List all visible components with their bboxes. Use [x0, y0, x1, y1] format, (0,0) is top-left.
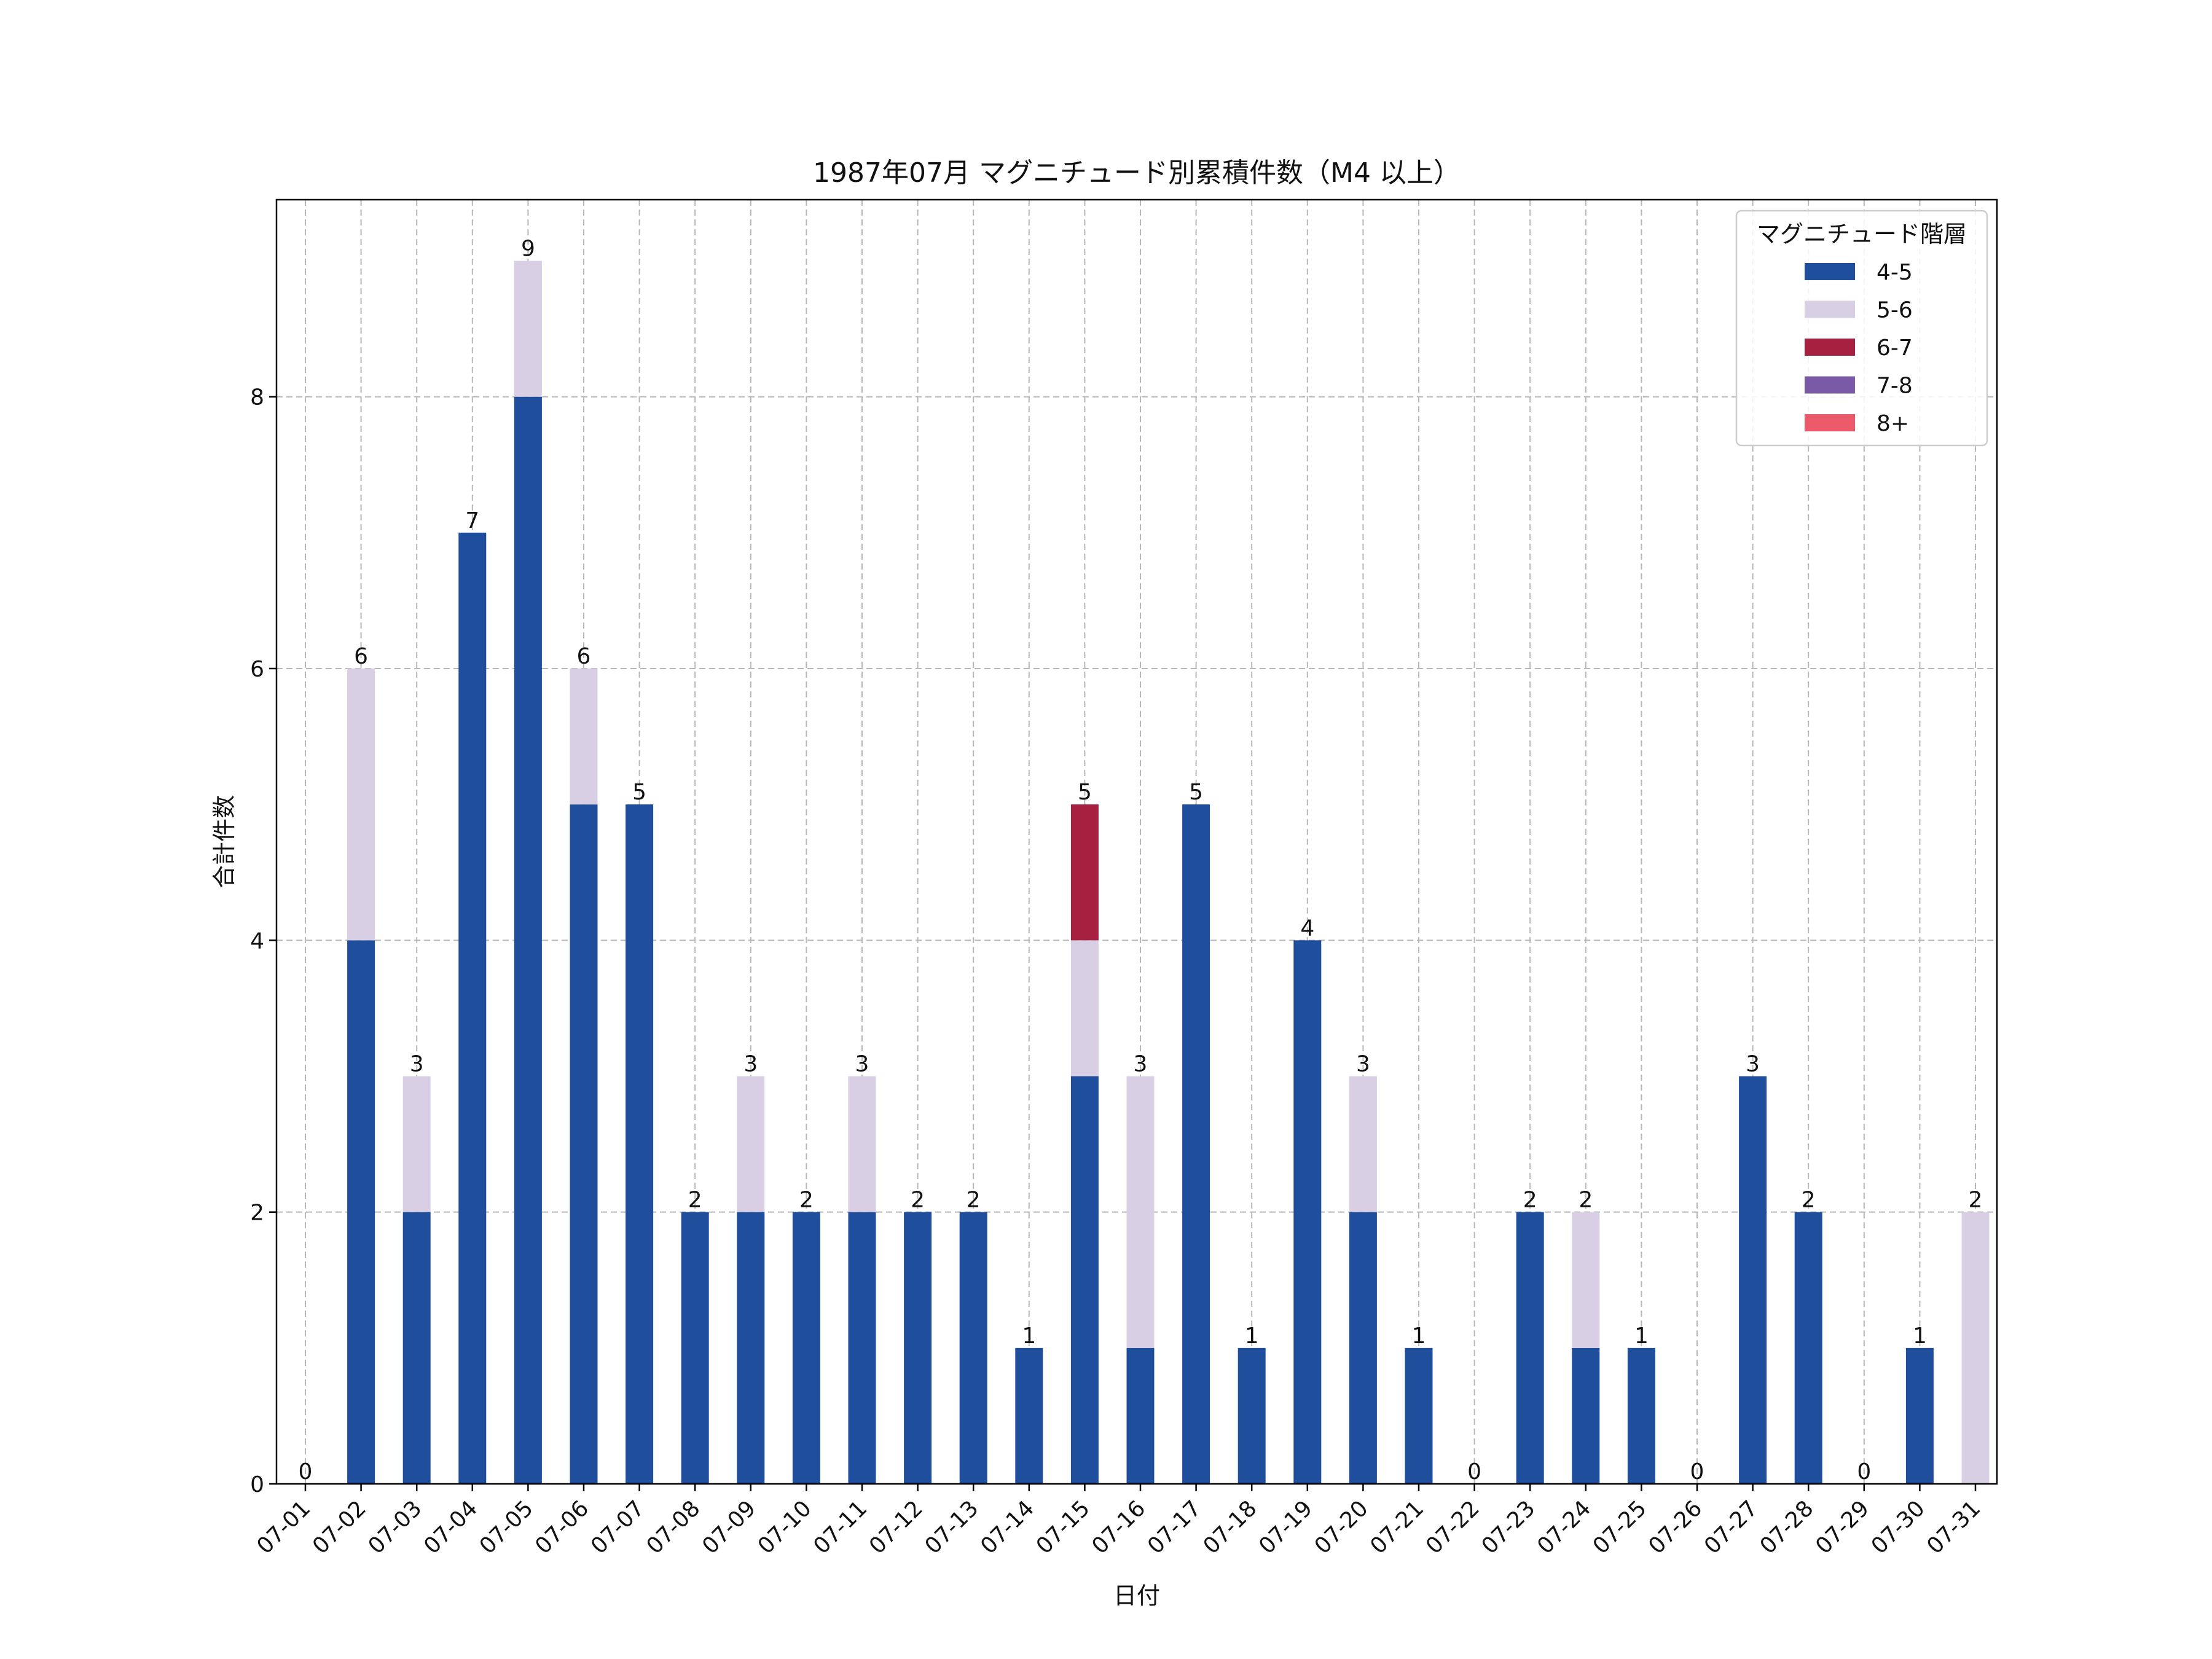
bar-segment — [402, 1212, 431, 1484]
data-labels: 0 6 3 7 9 6 5 2 3 2 3 2 2 1 5 3 5 1 4 3 1 0 2 2 1 0 3 2 0 1 2 — [299, 237, 1983, 1484]
bar-total-label: 1 — [1913, 1324, 1927, 1349]
bar-segment — [1572, 1212, 1600, 1348]
bar-total-label: 4 — [1300, 916, 1314, 941]
legend-swatch — [1805, 376, 1855, 394]
bar-segment — [1349, 1076, 1377, 1212]
bar-segment — [347, 669, 375, 941]
bar-total-label: 2 — [911, 1188, 925, 1213]
y-tick-label: 2 — [250, 1201, 264, 1226]
legend-label: 6-7 — [1877, 335, 1913, 361]
bar-segment — [402, 1076, 431, 1212]
bar-total-label: 5 — [1078, 780, 1092, 805]
bar-total-label: 5 — [1189, 780, 1203, 805]
bar-segment — [1070, 1076, 1099, 1484]
bar-total-label: 2 — [1969, 1188, 1983, 1213]
bar-segment — [1126, 1347, 1155, 1484]
bar-total-label: 1 — [1634, 1324, 1649, 1349]
legend: マグニチュード階層 4-5 5-6 6-7 7-8 8+ — [1735, 210, 1988, 447]
bar-segment — [959, 1212, 987, 1484]
bar-total-label: 2 — [799, 1188, 814, 1213]
bar-total-label: 6 — [577, 644, 591, 669]
bar-segment — [848, 1076, 876, 1212]
bar-total-label: 6 — [354, 644, 368, 669]
bar-total-label: 1 — [1245, 1324, 1259, 1349]
bar-total-label: 3 — [1746, 1052, 1760, 1077]
bar-segment — [792, 1212, 820, 1484]
bar-segment — [681, 1212, 709, 1484]
plot-frame — [275, 198, 1998, 1485]
legend-label: 4-5 — [1877, 260, 1913, 285]
bar-segment — [848, 1212, 876, 1484]
bar-segment — [1070, 804, 1099, 941]
bar-total-label: 3 — [1356, 1052, 1370, 1077]
y-axis: 0 2 4 6 8 — [250, 385, 276, 1497]
legend-swatch — [1805, 300, 1855, 318]
bar-segment — [737, 1212, 765, 1484]
y-tick-label: 0 — [250, 1472, 264, 1497]
legend-swatch — [1805, 414, 1855, 431]
bar-total-label: 5 — [632, 780, 646, 805]
legend-title: マグニチュード階層 — [1757, 221, 1967, 248]
bar-segment — [1015, 1347, 1043, 1484]
bar-total-label: 2 — [688, 1188, 702, 1213]
legend-label: 8+ — [1877, 411, 1909, 436]
bar-segment — [458, 532, 487, 1484]
bar-segment — [1961, 1212, 1990, 1484]
bar-total-label: 7 — [465, 508, 479, 533]
bar-segment — [347, 940, 375, 1484]
bars — [347, 261, 1990, 1484]
legend-swatch — [1805, 263, 1855, 280]
legend-swatch — [1805, 339, 1855, 356]
bar-segment — [626, 804, 654, 1484]
bar-segment — [570, 669, 598, 805]
bar-total-label: 0 — [1467, 1459, 1481, 1484]
bar-segment — [1627, 1347, 1655, 1484]
y-tick-label: 4 — [250, 928, 264, 954]
bar-segment — [1405, 1347, 1433, 1484]
bar-total-label: 0 — [1690, 1459, 1704, 1484]
bar-total-label: 3 — [1134, 1052, 1148, 1077]
y-tick-label: 6 — [250, 657, 264, 682]
bar-segment — [514, 396, 542, 1484]
bar-segment — [1572, 1347, 1600, 1484]
bar-total-label: 2 — [1523, 1188, 1537, 1213]
bar-segment — [1237, 1347, 1266, 1484]
bar-segment — [1182, 804, 1210, 1484]
bar-total-label: 3 — [855, 1052, 869, 1077]
x-axis-label: 日付 — [1113, 1582, 1160, 1609]
bar-segment — [737, 1076, 765, 1212]
bar-segment — [1516, 1212, 1544, 1484]
chart-title: 1987年07月 マグニチュード別累積件数（M4 以上） — [813, 157, 1461, 189]
legend-label: 7-8 — [1877, 374, 1913, 399]
bar-segment — [1126, 1076, 1155, 1348]
bar-total-label: 1 — [1022, 1324, 1036, 1349]
bar-total-label: 1 — [1412, 1324, 1426, 1349]
bar-total-label: 2 — [1802, 1188, 1816, 1213]
bar-total-label: 3 — [410, 1052, 424, 1077]
legend-label: 5-6 — [1877, 298, 1913, 323]
bar-total-label: 0 — [299, 1459, 313, 1484]
bar-segment — [1739, 1076, 1767, 1484]
bar-segment — [1070, 940, 1099, 1077]
bar-total-label: 2 — [967, 1188, 981, 1213]
bar-total-label: 0 — [1857, 1459, 1871, 1484]
legend-box — [1735, 210, 1988, 447]
bar-total-label: 9 — [521, 237, 535, 262]
bar-segment — [1905, 1347, 1934, 1484]
y-axis-label: 合計件数 — [211, 795, 238, 888]
bar-total-label: 3 — [743, 1052, 758, 1077]
bar-segment — [1349, 1212, 1377, 1484]
bar-segment — [1293, 940, 1322, 1484]
bar-segment — [514, 261, 542, 397]
y-tick-label: 8 — [250, 385, 264, 410]
bar-total-label: 2 — [1579, 1188, 1593, 1213]
bar-segment — [570, 804, 598, 1484]
bar-segment — [904, 1212, 932, 1484]
bar-segment — [1794, 1212, 1822, 1484]
